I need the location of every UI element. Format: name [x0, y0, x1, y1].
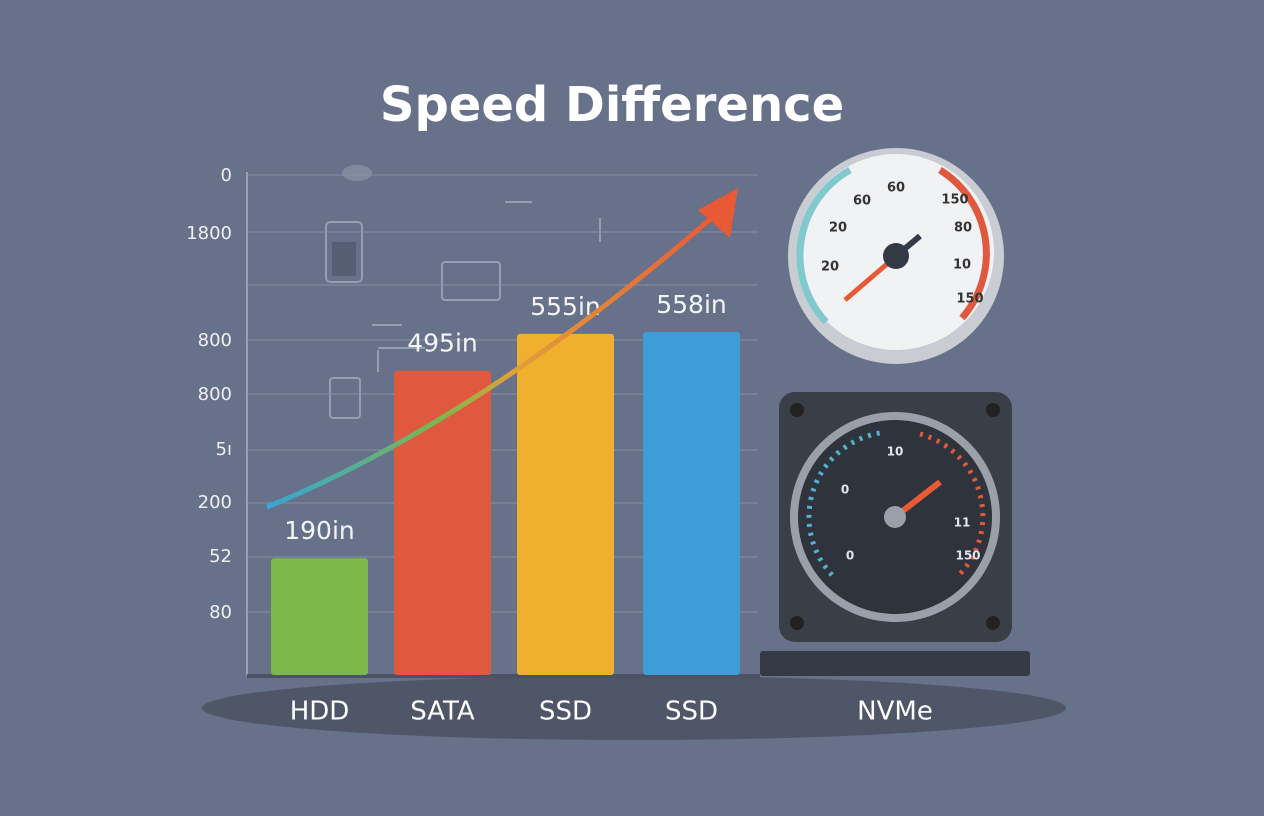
y-axis-label: 800 — [198, 330, 232, 351]
y-axis-label: 52 — [209, 546, 232, 567]
trend-arrow — [266, 188, 738, 510]
icon-lines — [372, 201, 601, 372]
gauge-label: 150 — [941, 193, 968, 208]
y-axis-label: 5ı — [216, 439, 232, 460]
decor-icons — [325, 165, 601, 419]
bar — [271, 558, 368, 675]
gauge-ticks-cool — [806, 430, 881, 577]
screw — [986, 616, 1000, 630]
gauge-needle-back — [894, 233, 922, 259]
device-base — [760, 651, 1030, 676]
x-tick-label: HDD — [290, 697, 350, 727]
top-gauge — [788, 148, 1004, 364]
gauge-hub — [884, 506, 906, 528]
gauge-label: 20 — [829, 221, 847, 236]
y-axis-label: 1800 — [186, 223, 232, 244]
x-tick-label: SSD — [539, 697, 592, 727]
gauge-label: 150 — [955, 549, 980, 563]
device-label: NVMe — [857, 697, 933, 727]
screw — [790, 616, 804, 630]
gauge-label: 0 — [841, 483, 849, 497]
bar — [517, 333, 614, 675]
nvme-device — [760, 392, 1030, 676]
y-axis-label: 800 — [198, 384, 232, 405]
value-label: 558in — [656, 290, 727, 319]
gauge-label: 11 — [954, 516, 971, 530]
plot: 018008008005ı2005280190inHDD495inSATA555… — [186, 165, 758, 727]
chart-title: Speed Difference — [380, 77, 844, 133]
screw — [986, 403, 1000, 417]
value-label: 190in — [284, 516, 355, 545]
icon-drive — [329, 377, 361, 419]
icon-phone — [325, 221, 363, 283]
gauge-label: 10 — [887, 445, 904, 459]
gauge-label: 10 — [953, 258, 971, 273]
y-axis-label: 200 — [198, 492, 232, 513]
y-axis-label: 80 — [209, 602, 232, 623]
gauge-label: 80 — [954, 221, 972, 236]
trend-line — [266, 213, 717, 510]
gauge-label: 60 — [853, 194, 871, 209]
gauge-label: 20 — [821, 260, 839, 275]
screw — [790, 403, 804, 417]
x-tick-label: SSD — [665, 697, 718, 727]
gauge-label: 0 — [846, 549, 854, 563]
icon-monitor — [441, 261, 501, 301]
gauge-label: 150 — [956, 292, 983, 307]
gauge-arc-hot — [938, 167, 990, 321]
bar — [394, 370, 491, 675]
bar — [643, 332, 740, 675]
value-label: 495in — [407, 329, 478, 358]
base-ellipse — [202, 676, 1066, 740]
y-axis-label: 0 — [221, 165, 232, 186]
trend-arrowhead — [698, 188, 738, 238]
x-tick-label: SATA — [410, 697, 475, 727]
icon-phone-screen — [332, 242, 356, 276]
icon-cloud — [342, 165, 372, 181]
gauge-arc-cool — [796, 166, 852, 325]
gauge-label: 60 — [887, 181, 905, 196]
